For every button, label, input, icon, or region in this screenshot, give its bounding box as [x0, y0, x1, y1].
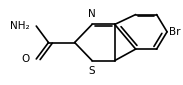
- Text: Br: Br: [169, 27, 180, 37]
- Text: S: S: [89, 66, 95, 76]
- Text: N: N: [88, 9, 96, 19]
- Text: NH₂: NH₂: [10, 21, 29, 31]
- Text: O: O: [21, 54, 29, 64]
